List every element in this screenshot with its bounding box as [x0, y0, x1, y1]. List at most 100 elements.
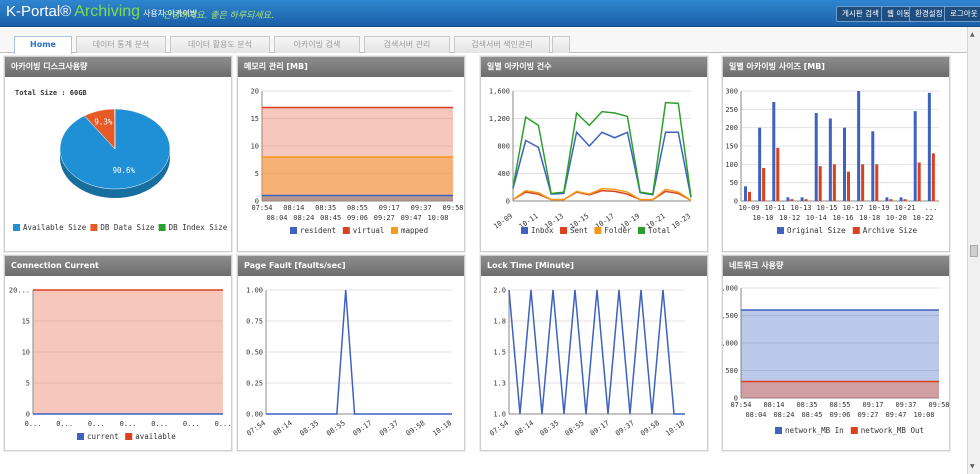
- y-tick-label: 0.00: [246, 411, 263, 419]
- bar: [861, 164, 865, 201]
- bar: [885, 197, 889, 201]
- bar: [847, 171, 850, 201]
- panel-daily-count: 일별 아카이빙 건수 0 400 800 1,200 1,600 10-09 10-11 10…: [480, 56, 708, 252]
- tab-search-server[interactable]: 검색서버 관리: [364, 36, 450, 53]
- x-tick-label: 09:17: [862, 401, 883, 409]
- legend-swatch: [852, 227, 860, 234]
- bar: [758, 127, 762, 201]
- scroll-thumb[interactable]: [970, 245, 978, 257]
- bar: [744, 186, 747, 201]
- x-tick-label: 08:24: [773, 411, 794, 419]
- x-tick-label: 10-13: [790, 204, 811, 212]
- x-tick-label: 10:08: [427, 214, 448, 222]
- series-line: [266, 289, 452, 415]
- y-tick-label: 500: [725, 367, 738, 375]
- x-tick-label: 09:58: [639, 419, 661, 438]
- settings-button[interactable]: 환경설정: [909, 6, 949, 22]
- x-tick-label: 0...: [25, 420, 42, 428]
- y-tick-label: 250: [725, 106, 738, 114]
- x-tick-label: 08:04: [266, 214, 287, 222]
- logo-accent: Archiving: [74, 3, 141, 20]
- x-tick-label: 07:54: [488, 419, 510, 438]
- page-scrollbar[interactable]: ▲ ▼: [967, 27, 980, 474]
- legend-label: Original Size: [787, 226, 846, 235]
- area-fill: [741, 381, 939, 398]
- bar: [917, 162, 921, 201]
- legend-label: Total: [648, 226, 671, 235]
- tab-data-stats[interactable]: 데이터 통계 분석: [76, 36, 166, 53]
- legend-swatch: [125, 433, 133, 440]
- x-tick-label: 10-19: [868, 204, 889, 212]
- x-tick-label: 09:17: [379, 204, 400, 212]
- x-tick-label: 08:45: [801, 411, 822, 419]
- panel-connection: Connection Current 0 5 10 15 20... 0... 0... 0.…: [4, 255, 232, 451]
- logout-button[interactable]: 로그아웃: [944, 6, 980, 22]
- tab-search-index[interactable]: 검색서버 색인관리: [454, 36, 550, 53]
- x-tick-label: 09:37: [614, 419, 636, 438]
- y-tick-label: 1,600: [489, 88, 510, 96]
- y-tick-label: 1,000: [723, 340, 738, 348]
- legend-label: DB Data Size: [100, 223, 155, 232]
- scroll-up-icon[interactable]: ▲: [970, 31, 975, 38]
- tab-home[interactable]: Home: [14, 36, 72, 54]
- x-tick-label: 09:58: [405, 419, 427, 438]
- network-chart: 0 500 1,000 1,500 2,000 07:54 08:14 08:35 08:55 0…: [723, 285, 949, 436]
- y-tick-label: 1.5: [493, 349, 506, 357]
- x-tick-label: 0...: [215, 420, 231, 428]
- panel-network: 네트워크 사용량 0 500 1,000 1,500 2,000 07:54 08:14 08…: [722, 255, 950, 451]
- x-tick-label: 08:55: [347, 204, 368, 212]
- x-tick-label: 08:14: [283, 204, 304, 212]
- panel-lock-time: Lock Time [Minute] 1.0 1.3 1.5 1.8 2.0 07:54 0…: [480, 255, 708, 451]
- y-tick-label: 1.3: [493, 380, 506, 388]
- x-tick-label: 09:58: [928, 401, 949, 409]
- bar: [800, 197, 804, 201]
- legend-swatch: [13, 224, 20, 231]
- tab-archive-search[interactable]: 아카이빙 검색: [274, 36, 360, 53]
- legend-swatch: [775, 427, 782, 434]
- x-tick-label: 09:27: [374, 214, 395, 222]
- y-tick-label: 2.0: [493, 287, 506, 295]
- panel-title: Page Fault [faults/sec]: [238, 256, 464, 276]
- legend-swatch: [290, 227, 297, 234]
- bar: [776, 147, 780, 201]
- legend-label: Inbox: [531, 226, 554, 235]
- x-tick-label: 10:18: [664, 419, 686, 438]
- x-tick-label: 10:18: [431, 419, 453, 438]
- bar: [857, 91, 861, 201]
- bar: [790, 199, 794, 201]
- x-tick-label: 08:35: [315, 204, 336, 212]
- scroll-down-icon[interactable]: ▼: [970, 463, 975, 470]
- area-fill: [262, 195, 453, 201]
- x-tick-label: 09:47: [401, 214, 422, 222]
- y-tick-label: 100: [725, 161, 738, 169]
- y-tick-label: 300: [725, 88, 738, 96]
- legend-swatch: [560, 227, 567, 234]
- y-tick-label: 0: [734, 395, 738, 403]
- y-tick-label: 1,500: [723, 312, 738, 320]
- bar: [913, 111, 917, 201]
- board-search-button[interactable]: 게시판 검색: [836, 6, 885, 22]
- x-tick-label: 09:17: [352, 419, 374, 438]
- y-tick-label: 0.25: [246, 380, 263, 388]
- bar: [931, 153, 935, 201]
- x-tick-label: 09:17: [589, 419, 611, 438]
- x-tick-label: 09:27: [857, 411, 878, 419]
- series-line: [512, 130, 692, 198]
- tab-data-usage[interactable]: 데이터 활용도 분석: [170, 36, 270, 53]
- legend-label: Archive Size: [863, 226, 918, 235]
- x-tick-label: 10-10: [752, 214, 773, 222]
- bar: [786, 197, 790, 201]
- bar: [832, 164, 836, 201]
- page-fault-chart: 0.00 0.25 0.50 0.75 1.00 07:54 08:14 08:35 08:55…: [245, 287, 453, 438]
- legend-swatch: [77, 433, 84, 440]
- app-logo[interactable]: K-Portal® Archiving 사용자 아카이빙: [6, 3, 197, 21]
- y-tick-label: 150: [725, 143, 738, 151]
- web-move-button[interactable]: 웹 이동: [881, 6, 917, 22]
- y-tick-label: 1,200: [489, 115, 510, 123]
- x-tick-label: 08:14: [513, 419, 535, 438]
- tab-bar: Home 데이터 통계 분석 데이터 활용도 분석 아카이빙 검색 검색서버 관…: [0, 27, 980, 54]
- legend-label: Sent: [570, 226, 588, 235]
- series-line: [508, 289, 685, 415]
- bar: [748, 191, 751, 201]
- tab-blank: [552, 36, 570, 53]
